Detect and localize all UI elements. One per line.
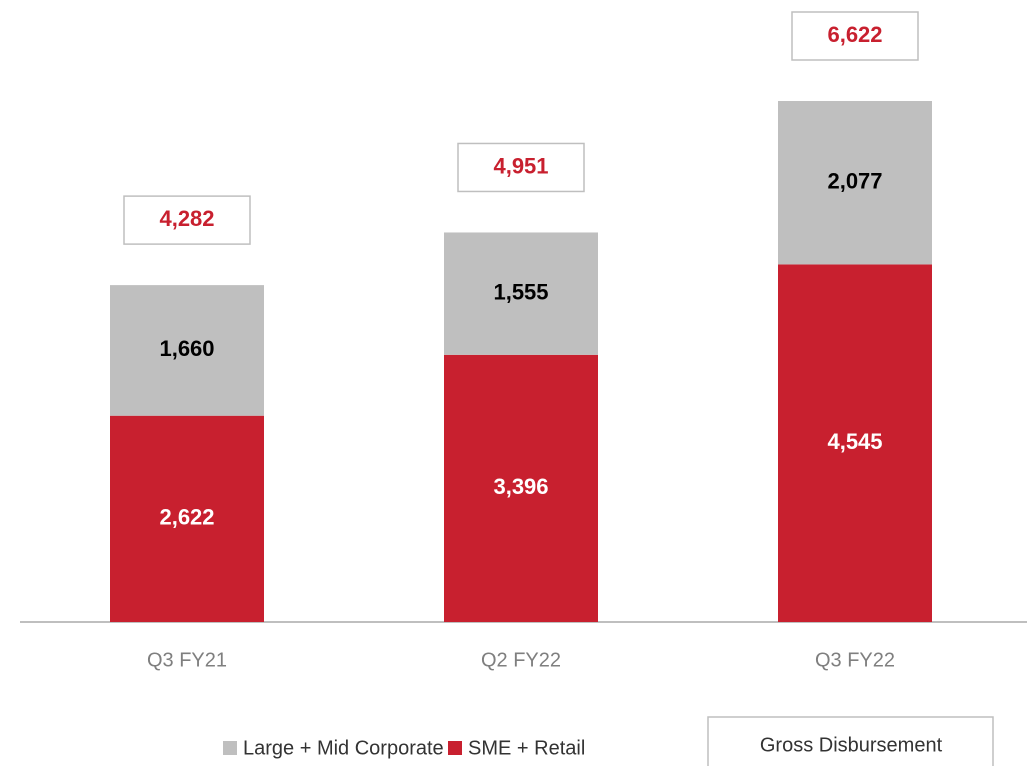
bar-segment <box>110 415 264 622</box>
x-tick-label: Q3 FY22 <box>815 649 895 671</box>
bar-segment <box>778 264 932 622</box>
legend-swatch <box>448 741 462 755</box>
value-label: 2,077 <box>827 169 882 194</box>
value-label: 2,622 <box>159 505 214 530</box>
legend-label: Large + Mid Corporate <box>243 737 444 759</box>
total-box <box>123 195 251 245</box>
totals-legend-box <box>707 716 994 766</box>
value-label: 1,660 <box>159 336 214 361</box>
totals-legend: Gross Disbursement <box>760 734 943 756</box>
legend-label: SME + Retail <box>468 737 585 759</box>
value-label: 4,545 <box>827 429 882 454</box>
total-label: 6,622 <box>827 22 882 47</box>
total-label: 4,951 <box>493 153 548 178</box>
value-label: 1,555 <box>493 279 548 304</box>
total-box <box>791 11 919 61</box>
total-label: 4,282 <box>159 206 214 231</box>
total-box <box>457 142 585 193</box>
legend-swatch <box>223 741 237 755</box>
value-label: 3,396 <box>493 474 548 499</box>
bar-segment <box>778 101 932 265</box>
x-tick-label: Q3 FY21 <box>147 649 227 671</box>
bar-segment <box>444 232 598 355</box>
bar-segment <box>110 285 264 416</box>
bar-segment <box>444 354 598 622</box>
x-tick-label: Q2 FY22 <box>481 649 561 671</box>
